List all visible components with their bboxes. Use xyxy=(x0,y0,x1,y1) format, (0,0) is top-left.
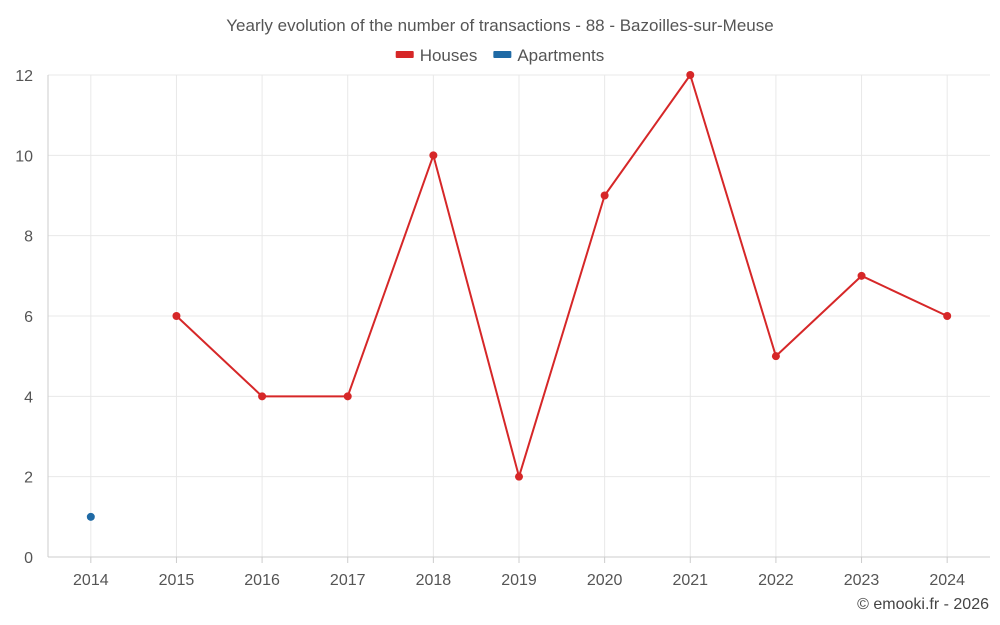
data-point-houses[interactable] xyxy=(943,312,952,320)
data-point-apartments[interactable] xyxy=(86,512,95,521)
y-tick-label: 4 xyxy=(24,389,33,406)
data-point-houses[interactable] xyxy=(429,151,438,160)
data-point-houses[interactable] xyxy=(343,392,352,401)
series-houses xyxy=(172,71,952,481)
credit-text: © emooki.fr - 2026 xyxy=(857,596,989,613)
data-point-houses[interactable] xyxy=(600,191,609,200)
axes: 0 2 4 6 8 10 12 2014 2015 2016 2017 2018 2019 2020 202… xyxy=(15,68,990,589)
y-tick-label: 12 xyxy=(15,68,33,85)
legend-swatch xyxy=(395,51,414,58)
data-point-houses[interactable] xyxy=(258,392,267,401)
y-tick-label: 10 xyxy=(15,148,33,165)
x-tick-label: 2024 xyxy=(929,572,965,589)
series-layer xyxy=(86,71,952,521)
chart-title: Yearly evolution of the number of transa… xyxy=(226,16,773,35)
x-tick-label: 2020 xyxy=(587,572,623,589)
grid xyxy=(48,74,990,557)
y-tick-label: 6 xyxy=(24,309,33,326)
x-tick-label: 2023 xyxy=(844,572,880,589)
y-tick-label: 0 xyxy=(24,550,33,567)
x-tick-label: 2019 xyxy=(501,572,537,589)
x-tick-label: 2022 xyxy=(758,572,794,589)
x-tick-label: 2018 xyxy=(416,572,452,589)
x-tick-label: 2017 xyxy=(330,572,366,589)
legend: Houses Apartments xyxy=(395,46,604,65)
x-tick-label: 2015 xyxy=(159,572,195,589)
legend-label: Houses xyxy=(420,46,478,65)
data-point-houses[interactable] xyxy=(515,472,523,481)
data-point-houses[interactable] xyxy=(857,271,866,280)
y-tick-label: 8 xyxy=(24,229,33,246)
data-point-houses[interactable] xyxy=(172,312,181,320)
y-tick-label: 2 xyxy=(24,470,33,487)
legend-item-apartments[interactable]: Apartments xyxy=(493,46,604,65)
series-line-houses xyxy=(175,74,948,478)
data-point-houses[interactable] xyxy=(686,71,695,79)
series-apartments xyxy=(86,512,95,521)
x-tick-label: 2021 xyxy=(672,572,708,589)
x-tick-label: 2014 xyxy=(73,572,109,589)
x-tick-label: 2016 xyxy=(244,572,280,589)
legend-swatch xyxy=(493,51,512,58)
data-point-houses[interactable] xyxy=(771,352,780,361)
legend-label: Apartments xyxy=(517,46,604,65)
legend-item-houses[interactable]: Houses xyxy=(395,46,478,65)
